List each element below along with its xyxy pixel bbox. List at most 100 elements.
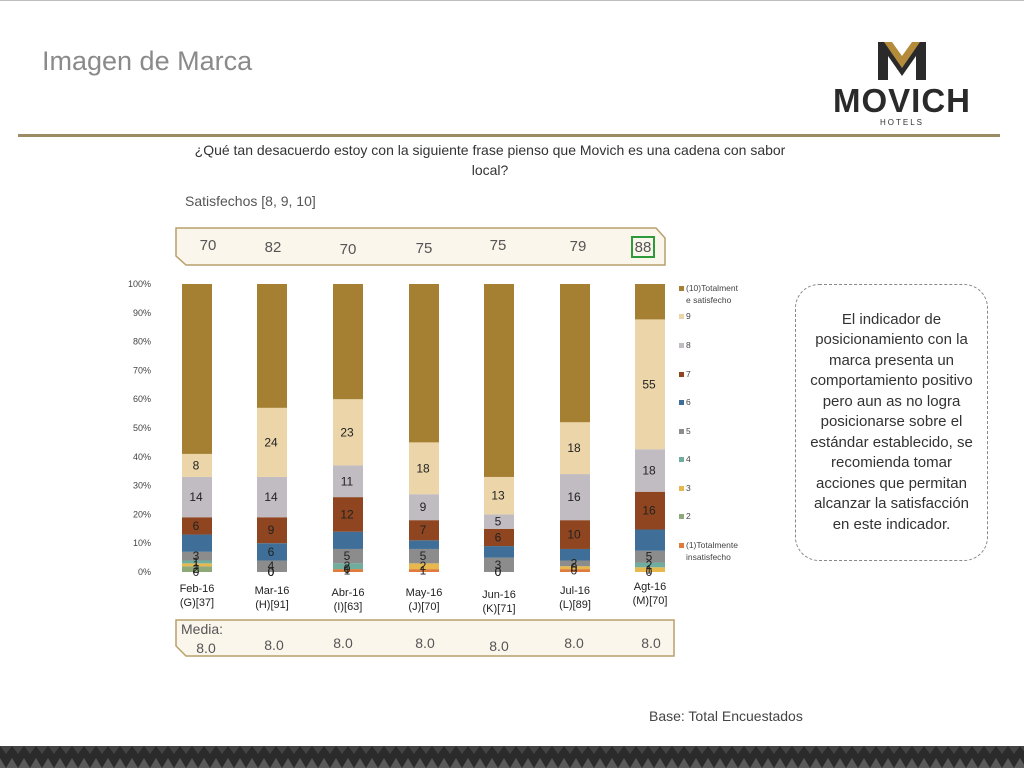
bar-segment [409, 569, 439, 572]
survey-question: ¿Qué tan desacuerdo estoy con la siguien… [194, 142, 786, 178]
highlight-box [631, 236, 655, 258]
bar-segment [257, 407, 287, 477]
bar-segment [333, 497, 363, 532]
bar-segment [635, 449, 665, 492]
data-label: 2 [420, 559, 427, 573]
data-label: 13 [491, 489, 505, 503]
data-label: 0 [571, 564, 578, 578]
bar-segment [333, 569, 363, 572]
data-label: 6 [193, 519, 200, 533]
bar-segment [182, 551, 212, 561]
bar-segment [484, 528, 514, 547]
data-label: 6 [268, 545, 275, 559]
data-label: 3 [193, 549, 200, 563]
bar-segment [560, 569, 590, 572]
data-label: 2 [571, 556, 578, 570]
bar-segment [635, 284, 665, 320]
media-banner [175, 619, 675, 657]
x-tick-label: (J)[70] [408, 601, 439, 613]
satisfied-value: 79 [570, 238, 587, 255]
legend-label: e satisfecho [686, 295, 732, 305]
legend-label: 7 [686, 369, 691, 379]
data-label: 0 [268, 565, 275, 579]
y-tick-label: 80% [133, 337, 151, 347]
data-label: 5 [344, 549, 351, 563]
movich-logo: MOVICH HOTELS [812, 38, 992, 127]
insight-text: El indicador de posicionamiento con la m… [810, 310, 973, 533]
y-tick-label: 30% [133, 481, 151, 491]
y-tick-label: 100% [128, 279, 151, 289]
legend-label: 4 [686, 454, 691, 464]
y-tick-label: 70% [133, 365, 151, 375]
legend-label: 5 [686, 426, 691, 436]
data-label: 7 [420, 523, 427, 537]
bar-segment [182, 453, 212, 477]
data-label: 14 [189, 490, 203, 504]
x-tick-label: (K)[71] [482, 603, 515, 615]
footer-triangles [0, 758, 1024, 768]
legend-swatch [679, 429, 684, 434]
data-label: 0 [571, 561, 578, 575]
media-value: 8.0 [415, 635, 435, 651]
bar-segment [257, 543, 287, 561]
bar-segment [182, 476, 212, 518]
legend-label: insatisfecho [686, 552, 731, 562]
movich-mark-icon [878, 42, 926, 80]
legend-swatch [679, 457, 684, 462]
bar-segment [560, 548, 590, 561]
x-tick-label: May-16 [406, 587, 443, 599]
media-value: 8.0 [489, 638, 509, 654]
legend-swatch [679, 514, 684, 519]
bar-segment [333, 548, 363, 564]
satisfied-value: 75 [490, 237, 507, 254]
x-tick-label: Feb-16 [180, 583, 215, 595]
y-tick-label: 10% [133, 538, 151, 548]
legend-swatch [679, 400, 684, 405]
data-label: 5 [646, 550, 653, 564]
data-label: 2 [646, 558, 653, 572]
y-tick-label: 20% [133, 509, 151, 519]
data-label: 11 [341, 474, 354, 488]
legend-label: 2 [686, 511, 691, 521]
data-label: 18 [567, 441, 581, 455]
bar-segment [484, 476, 514, 515]
x-tick-label: Jul-16 [560, 585, 590, 597]
bar-segment [635, 529, 665, 551]
legend-swatch [679, 486, 684, 491]
x-tick-label: Jun-16 [482, 589, 516, 601]
data-label: 8 [193, 458, 200, 472]
legend-swatch [679, 543, 684, 548]
data-label: 0 [344, 562, 351, 576]
y-tick-label: 0% [138, 567, 151, 577]
bar-segment [409, 284, 439, 443]
satisfied-value: 75 [416, 240, 433, 257]
bar-segment [560, 566, 590, 570]
y-tick-label: 90% [133, 308, 151, 318]
data-label: 10 [567, 528, 581, 542]
top-border [0, 0, 1024, 1]
bar-segment [257, 284, 287, 408]
bar-segment [333, 563, 363, 570]
bar-segment [257, 517, 287, 544]
x-tick-label: (L)[89] [559, 599, 591, 611]
x-tick-label: (I)[63] [334, 601, 363, 613]
satisfied-label: Satisfechos [8, 9, 10] [185, 193, 316, 209]
legend-label: 9 [686, 311, 691, 321]
insight-note: El indicador de posicionamiento con la m… [795, 284, 988, 561]
legend-label: 3 [686, 483, 691, 493]
data-label: 0 [495, 565, 502, 579]
data-label: 5 [420, 549, 427, 563]
bar-segment [409, 563, 439, 570]
data-label: 4 [268, 559, 275, 573]
legend-swatch [679, 314, 684, 319]
bar-segment [333, 531, 363, 549]
data-label: 0 [495, 565, 502, 579]
bar-segment [635, 491, 665, 530]
media-label: Media: [181, 621, 223, 637]
data-label: 12 [340, 507, 354, 521]
data-label: 18 [416, 461, 430, 475]
legend-swatch [679, 372, 684, 377]
bar-segment [484, 546, 514, 558]
header-divider [18, 134, 1000, 137]
data-label: 1 [193, 555, 200, 569]
